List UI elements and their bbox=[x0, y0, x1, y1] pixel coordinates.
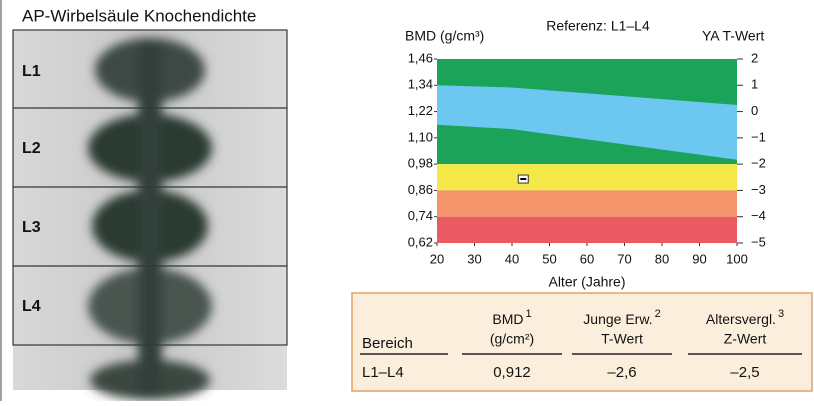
risk-band bbox=[437, 217, 737, 243]
table-cell: 0,912 bbox=[493, 364, 531, 381]
y2-tick-label: 1 bbox=[751, 77, 758, 92]
y-tick-label: 0,98 bbox=[408, 156, 433, 171]
y2-tick-label: 2 bbox=[751, 50, 758, 65]
table-cell: –2,6 bbox=[607, 364, 636, 381]
column-header: Bereich bbox=[362, 335, 413, 352]
risk-band bbox=[437, 164, 737, 190]
y2-axis-title: YA T-Wert bbox=[702, 28, 764, 44]
y-axis-title: BMD (g/cm³) bbox=[405, 28, 484, 44]
column-header: Altersvergl.3 bbox=[706, 308, 784, 327]
y-tick-label: 1,22 bbox=[408, 103, 433, 118]
region-label: L3 bbox=[22, 219, 41, 236]
risk-band bbox=[437, 190, 737, 216]
footnote-mark: 1 bbox=[526, 308, 532, 320]
column-unit: (g/cm²) bbox=[490, 331, 534, 347]
scan-title: AP-Wirbelsäule Knochendichte bbox=[22, 6, 256, 25]
x-tick-label: 100 bbox=[726, 251, 748, 266]
region-label: L2 bbox=[22, 140, 41, 157]
region-label: L1 bbox=[22, 63, 41, 80]
y2-tick-label: −5 bbox=[751, 234, 766, 249]
y2-tick-label: −2 bbox=[751, 156, 766, 171]
report: AP-Wirbelsäule Knochendichte L1 L2 L3 L4… bbox=[0, 0, 814, 401]
header-label: Altersvergl. bbox=[706, 311, 776, 327]
column-unit: T-Wert bbox=[601, 331, 643, 347]
column-unit: Z-Wert bbox=[724, 331, 767, 347]
x-tick-label: 70 bbox=[617, 251, 631, 266]
y-tick-label: 0,86 bbox=[408, 182, 433, 197]
x-tick-label: 40 bbox=[505, 251, 519, 266]
y-tick-label: 1,34 bbox=[408, 77, 433, 92]
header-label: Junge Erw. bbox=[583, 311, 652, 327]
y2-tick-label: −1 bbox=[751, 129, 766, 144]
patient-marker bbox=[518, 175, 528, 183]
y-tick-label: 0,62 bbox=[408, 234, 433, 249]
header-label: BMD bbox=[492, 311, 523, 327]
x-tick-label: 50 bbox=[542, 251, 556, 266]
y-tick-label: 1,46 bbox=[408, 50, 433, 65]
y2-tick-label: 0 bbox=[751, 103, 758, 118]
footnote-mark: 3 bbox=[778, 308, 784, 320]
plot bbox=[437, 59, 737, 243]
y2-tick-label: −4 bbox=[751, 208, 766, 223]
footnote-mark: 2 bbox=[655, 308, 661, 320]
page: {"scan": {"title": "AP-Wirbelsäule Knoch… bbox=[0, 0, 814, 401]
table-cell: –2,5 bbox=[730, 364, 759, 381]
chart-title: Referenz: L1–L4 bbox=[546, 18, 650, 34]
x-tick-label: 90 bbox=[692, 251, 706, 266]
x-tick-label: 80 bbox=[655, 251, 669, 266]
x-tick-label: 30 bbox=[467, 251, 481, 266]
x-axis-title: Alter (Jahre) bbox=[548, 274, 625, 290]
y-tick-label: 0,74 bbox=[408, 208, 433, 223]
column-header: Junge Erw.2 bbox=[583, 308, 660, 327]
y-tick-label: 1,10 bbox=[408, 129, 433, 144]
y2-tick-label: −3 bbox=[751, 182, 766, 197]
x-tick-label: 20 bbox=[430, 251, 444, 266]
region-label: L4 bbox=[22, 298, 41, 315]
table-cell: L1–L4 bbox=[362, 364, 404, 381]
x-tick-label: 60 bbox=[580, 251, 594, 266]
